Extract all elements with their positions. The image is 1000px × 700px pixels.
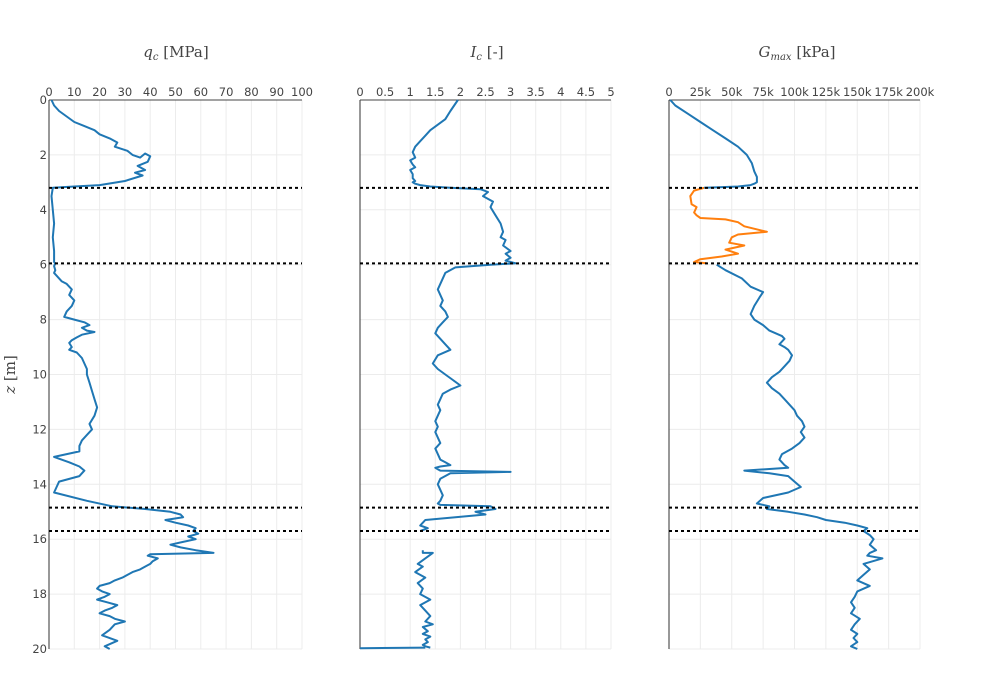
ic-title-sub: c <box>476 52 482 63</box>
ic-x-tick-label: 5 <box>607 85 614 99</box>
y-tick-label: 2 <box>40 148 47 162</box>
ic-x-tick-label: 3.5 <box>527 85 545 99</box>
ic-x-tick-label: 1.5 <box>426 85 444 99</box>
panel-qc: 0 10 20 30 40 50 60 70 80 90 100 0 2 4 6 8 10 12 14 16 18 20 q… <box>1 43 313 656</box>
y-tick-label: 4 <box>40 203 47 217</box>
y-tick-label: 18 <box>32 587 47 601</box>
qc-x-tick-label: 50 <box>168 85 183 99</box>
panel-gmax: 0 25k 50k 75k 100k 125k 150k 175k 200k Gmax [kPa] <box>665 43 935 650</box>
ic-title-symbol: I <box>469 43 477 61</box>
gmax-series-line-2 <box>689 186 768 265</box>
ic-series-line-3 <box>359 646 426 650</box>
y-tick-label: 8 <box>40 313 47 327</box>
gmax-x-tick-label: 125k <box>812 85 841 99</box>
y-axis-title: z [m] <box>1 355 19 395</box>
y-tick-label: 16 <box>32 532 47 546</box>
y-axis-title-unit: [m] <box>1 355 19 386</box>
y-tick-label: 10 <box>32 368 47 382</box>
gmax-x-tick-label: 150k <box>843 85 872 99</box>
gmax-title-sub: max <box>770 52 791 63</box>
y-tick-label: 6 <box>40 258 47 272</box>
gmax-title-symbol: G <box>758 43 770 61</box>
gmax-x-tick-label: 175k <box>874 85 903 99</box>
ic-x-tick-label: 0 <box>356 85 363 99</box>
ic-x-tick-label: 4 <box>557 85 564 99</box>
gmax-series-line-3 <box>716 263 884 650</box>
ic-x-tick-label: 0.5 <box>376 85 394 99</box>
y-tick-label: 14 <box>32 477 47 491</box>
panel-ic: 0 0.5 1 1.5 2 2.5 3 3.5 4 4.5 5 Ic [-] <box>356 43 615 650</box>
ic-x-tick-label: 2.5 <box>476 85 494 99</box>
gmax-x-tick-label: 75k <box>752 85 774 99</box>
ic-series-line-2 <box>414 550 434 649</box>
gmax-title: Gmax [kPa] <box>758 43 835 63</box>
qc-x-tick-label: 80 <box>244 85 259 99</box>
gmax-series-line-1 <box>669 99 758 189</box>
gmax-title-unit: [kPa] <box>792 43 836 61</box>
ic-series-line-1 <box>409 99 517 532</box>
qc-x-tick-label: 40 <box>143 85 158 99</box>
qc-x-tick-label: 70 <box>219 85 234 99</box>
qc-x-tick-label: 0 <box>45 85 52 99</box>
gmax-x-tick-label: 100k <box>780 85 809 99</box>
ic-x-tick-label: 2 <box>457 85 464 99</box>
qc-series-line-1 <box>50 99 215 650</box>
qc-x-tick-label: 10 <box>67 85 82 99</box>
ic-x-tick-label: 4.5 <box>577 85 595 99</box>
y-tick-label: 12 <box>32 422 47 436</box>
y-tick-label: 20 <box>32 642 47 656</box>
qc-title-symbol: q <box>143 43 153 61</box>
ic-x-tick-label: 3 <box>507 85 514 99</box>
qc-x-tick-label: 100 <box>291 85 313 99</box>
qc-x-tick-label: 20 <box>92 85 107 99</box>
y-tick-label: 0 <box>40 93 47 107</box>
gmax-x-tick-label: 50k <box>721 85 743 99</box>
qc-title-sub: c <box>153 52 159 63</box>
gmax-x-tick-label: 200k <box>906 85 935 99</box>
qc-x-tick-label: 30 <box>118 85 133 99</box>
qc-x-tick-label: 60 <box>193 85 208 99</box>
ic-x-tick-label: 1 <box>407 85 414 99</box>
y-axis-title-symbol: z <box>1 386 19 395</box>
qc-title-unit: [MPa] <box>159 43 209 61</box>
ic-title-unit: [-] <box>482 43 504 61</box>
ic-title: Ic [-] <box>469 43 503 63</box>
qc-x-tick-label: 90 <box>269 85 284 99</box>
gmax-x-tick-label: 0 <box>665 85 672 99</box>
gmax-x-tick-label: 25k <box>690 85 712 99</box>
qc-title: qc [MPa] <box>143 43 208 63</box>
